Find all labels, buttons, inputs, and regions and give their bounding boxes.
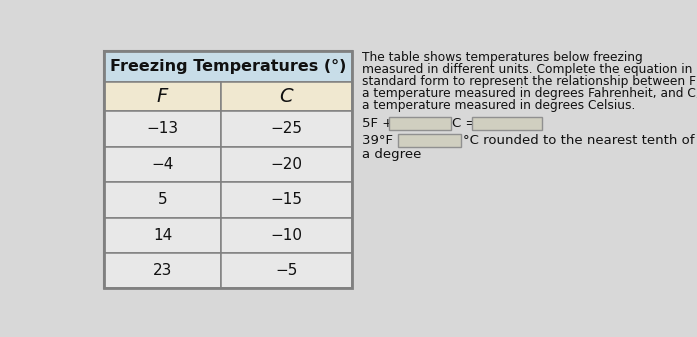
Bar bbox=[389, 117, 450, 130]
Text: F: F bbox=[157, 87, 168, 106]
Bar bbox=[104, 82, 221, 111]
Bar bbox=[104, 147, 221, 182]
Bar bbox=[104, 253, 221, 288]
Text: a temperature measured in degrees Celsius.: a temperature measured in degrees Celsiu… bbox=[362, 99, 636, 112]
Bar bbox=[104, 218, 221, 253]
Text: −5: −5 bbox=[275, 263, 298, 278]
Bar bbox=[221, 218, 352, 253]
Text: 14: 14 bbox=[153, 228, 172, 243]
Bar bbox=[221, 182, 352, 218]
Bar bbox=[104, 182, 221, 218]
Bar bbox=[104, 51, 352, 288]
Text: 5F +: 5F + bbox=[362, 117, 394, 130]
Text: −20: −20 bbox=[270, 157, 302, 172]
Text: 39°F =: 39°F = bbox=[362, 134, 408, 147]
Text: C: C bbox=[279, 87, 293, 106]
Text: −4: −4 bbox=[151, 157, 174, 172]
Text: standard form to represent the relationship between F,: standard form to represent the relations… bbox=[362, 75, 697, 88]
Bar bbox=[473, 117, 542, 130]
Bar bbox=[104, 51, 352, 288]
Text: −13: −13 bbox=[146, 122, 178, 136]
Bar bbox=[221, 111, 352, 147]
Bar bbox=[104, 51, 352, 82]
Bar bbox=[221, 147, 352, 182]
Bar bbox=[104, 111, 221, 147]
Text: a temperature measured in degrees Fahrenheit, and C,: a temperature measured in degrees Fahren… bbox=[362, 87, 697, 100]
Text: 5: 5 bbox=[158, 192, 167, 207]
Bar bbox=[221, 253, 352, 288]
Text: −25: −25 bbox=[270, 122, 302, 136]
Text: Freezing Temperatures (°): Freezing Temperatures (°) bbox=[110, 59, 346, 74]
Bar bbox=[221, 82, 352, 111]
Text: C =: C = bbox=[452, 117, 477, 130]
Text: 23: 23 bbox=[153, 263, 172, 278]
Bar bbox=[398, 133, 461, 147]
Text: −15: −15 bbox=[270, 192, 302, 207]
Text: a degree: a degree bbox=[362, 148, 422, 160]
Text: °C rounded to the nearest tenth of: °C rounded to the nearest tenth of bbox=[463, 134, 694, 147]
Text: The table shows temperatures below freezing: The table shows temperatures below freez… bbox=[362, 51, 643, 64]
Text: measured in different units. Complete the equation in: measured in different units. Complete th… bbox=[362, 63, 693, 76]
Text: −10: −10 bbox=[270, 228, 302, 243]
